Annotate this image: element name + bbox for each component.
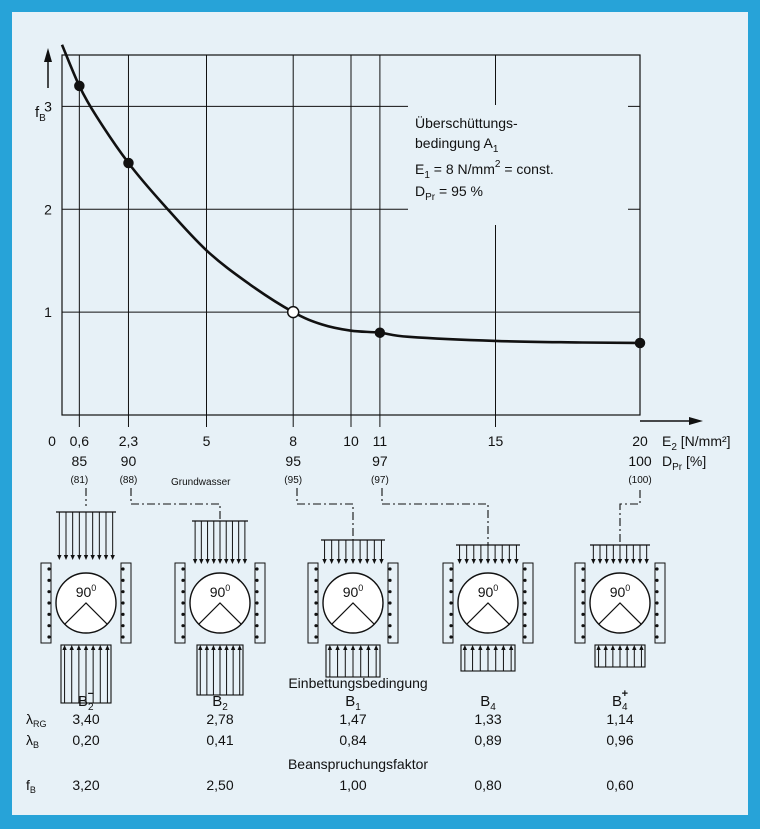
data-point [74,80,85,92]
bedding-diagram: 900 [40,511,132,704]
bedding-table: Einbettungsbedingung Beanspruchungsfakto… [26,675,634,795]
dpr-tick-label: 85 [72,453,88,469]
y-axis-label: fB [35,104,46,124]
series-points [74,80,646,349]
bedding-diagram: 900 [442,544,534,672]
annotation-line-4: DPr = 95 % [415,183,483,203]
condition-name: B2− [78,688,94,713]
dpr-secondary-label: (100) [628,475,651,486]
fb-chart: fB 1 2 3 0 0,6 85 (81) 2,3 90 (88) 5 8 95 (95) 10 11 97… [35,44,731,486]
plot-frame [61,54,641,416]
fb-value: 0,80 [474,777,501,793]
annotation-line-3: E1 = 8 N/mm2 = const. [415,159,554,181]
annotation: Überschüttungs- bedingung A1 E1 = 8 N/mm… [415,114,554,203]
lambda-rg-value: 3,40 [72,711,99,727]
dpr-secondary-label: (97) [371,475,389,486]
x-tick-label: 8 [289,433,297,449]
dpr-secondary-label: (95) [284,475,302,486]
annotation-line-1: Überschüttungs- [415,114,518,131]
row-label-fb: fB [26,777,36,795]
lambda-rg-value: 2,78 [206,711,233,727]
x-axis-dpr-label: DPr [%] [662,453,706,473]
vertical-gridlines [78,55,496,427]
bedding-diagram: 900 [307,539,399,678]
y-axis-arrowhead [44,48,52,62]
annotation-backdrop [408,105,628,225]
fb-value: 1,00 [339,777,366,793]
condition-title: Einbettungsbedingung [288,675,427,691]
dpr-secondary-label: (81) [70,475,88,486]
connector-2 [130,488,221,520]
y-tick-label: 1 [44,304,52,320]
row-label-lambda-b: λB [26,732,39,750]
condition-name: B1 [345,693,361,713]
dpr-secondary-label: (88) [120,475,138,486]
dpr-tick-label: 100 [628,453,652,469]
x-tick-label: 11 [373,433,388,449]
pipe-angle-label: 900 [343,583,364,600]
lambda-b-value: 0,84 [339,732,366,748]
x-axis-arrowhead [689,417,703,425]
data-point [374,327,386,338]
lambda-rg-value: 1,47 [339,711,366,727]
pipe-angle-label: 900 [478,583,499,600]
x-tick-label: 15 [488,433,504,449]
condition-name: B2 [212,693,228,713]
table-columns: B2−3,40 0,20 3,20 B22,78 0,41 2,50 B11,47 0,84 1… [72,688,633,793]
x-tick-labels: 0 0,6 85 (81) 2,3 90 (88) 5 8 95 (95) 10 11 97 (97) 15 2… [48,433,652,486]
grundwasser-label: Grundwasser [171,477,231,488]
pipe-angle-label: 900 [76,583,97,600]
lambda-b-value: 0,96 [606,732,633,748]
x-tick-label: 0,6 [70,433,90,449]
condition-name: B4 [480,693,496,713]
connector-4 [381,488,489,545]
data-point-hollow [286,305,300,319]
fb-value: 0,60 [606,777,633,793]
y-tick-labels: 1 2 3 [44,98,52,320]
x-origin-label: 0 [48,433,56,449]
factor-title: Beanspruchungsfaktor [288,756,428,772]
connector-5 [619,490,641,545]
bedding-diagrams: 900 900 900 900 900 [40,511,666,704]
row-label-lambda-rg: λRG [26,711,47,729]
dpr-tick-label: 97 [372,453,388,469]
lambda-rg-value: 1,33 [474,711,501,727]
lambda-b-value: 0,20 [72,732,99,748]
fb-value: 3,20 [72,777,99,793]
dpr-tick-label: 95 [285,453,301,469]
bedding-diagram: 900 [174,520,266,696]
x-tick-label: 10 [343,433,359,449]
dpr-tick-label: 90 [121,453,137,469]
fb-value: 2,50 [206,777,233,793]
dashdot-connectors [85,488,641,545]
connector-3 [296,488,354,540]
data-point [634,337,646,349]
lambda-rg-value: 1,14 [606,711,633,727]
bedding-diagram: 900 [574,544,666,668]
lambda-b-value: 0,41 [206,732,233,748]
data-point [123,157,134,169]
annotation-line-2: bedingung A1 [415,135,499,155]
x-axis-e2-label: E2 [N/mm²] [662,433,731,453]
x-tick-label: 5 [203,433,211,449]
condition-name: B4+ [612,688,628,713]
pipe-angle-label: 900 [610,583,631,600]
y-tick-label: 2 [44,201,52,217]
lambda-b-value: 0,89 [474,732,501,748]
x-tick-label: 2,3 [119,433,139,449]
x-tick-label: 20 [632,433,648,449]
pipe-angle-label: 900 [210,583,231,600]
y-tick-label: 3 [44,98,52,114]
